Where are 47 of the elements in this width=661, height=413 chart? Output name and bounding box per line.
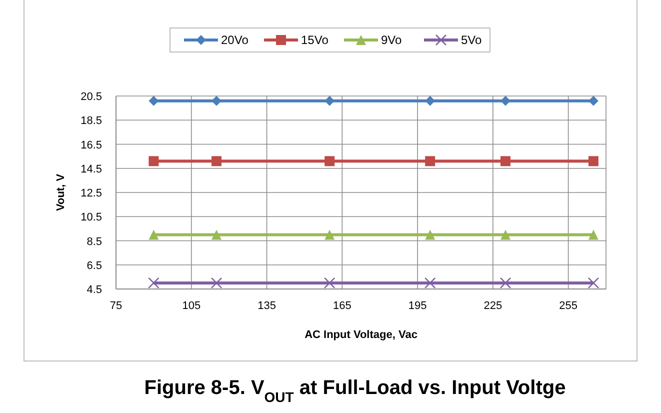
y-tick-label: 10.5 (80, 212, 102, 224)
point (212, 156, 222, 166)
point (148, 230, 159, 240)
point (148, 277, 160, 289)
point (588, 156, 598, 166)
legend-label: 20Vo (221, 33, 249, 47)
x-tick-label: 225 (484, 300, 502, 312)
legend-label: 5Vo (461, 33, 482, 47)
point (424, 277, 436, 289)
x-tick-label: 255 (559, 300, 578, 312)
point (148, 156, 159, 166)
point (212, 230, 222, 240)
y-tick-label: 20.5 (80, 91, 102, 103)
point (212, 96, 222, 106)
y-tick-label: 6.5 (86, 260, 102, 272)
point (500, 230, 510, 240)
point (324, 230, 335, 240)
x-tick-label: 75 (110, 300, 122, 312)
point (210, 277, 222, 289)
point (425, 96, 436, 106)
legend-label: 15Vo (301, 33, 329, 47)
point (500, 96, 510, 106)
y-tick-label: 18.5 (80, 115, 102, 128)
text: Figure 8-5. V$_{OUT}$ at Full-Load vs. Input Voltge (144, 377, 566, 405)
point (324, 156, 335, 166)
point (425, 156, 436, 166)
x-tick-label: 105 (182, 300, 201, 312)
y-tick-label: 16.5 (80, 139, 102, 152)
point (148, 96, 159, 106)
x-tick-label: 135 (258, 300, 276, 312)
point (500, 156, 510, 166)
point (588, 96, 598, 106)
legend-label: 9Vo (381, 33, 402, 47)
y-tick-label: 14.5 (80, 163, 102, 176)
point (324, 277, 336, 289)
point (425, 230, 436, 240)
y-tick-label: 8.5 (86, 236, 102, 248)
x-axis-title: AC Input Voltage, Vac (304, 329, 418, 341)
x-tick-label: 195 (408, 300, 427, 312)
point (500, 277, 512, 289)
y-tick-label: 4.5 (86, 284, 102, 296)
point (588, 277, 600, 289)
y-axis-title: Vout, V (55, 173, 67, 212)
point (324, 96, 335, 106)
x-tick-label: 165 (332, 300, 352, 312)
point (588, 230, 598, 240)
y-tick-label: 12.5 (80, 188, 102, 200)
